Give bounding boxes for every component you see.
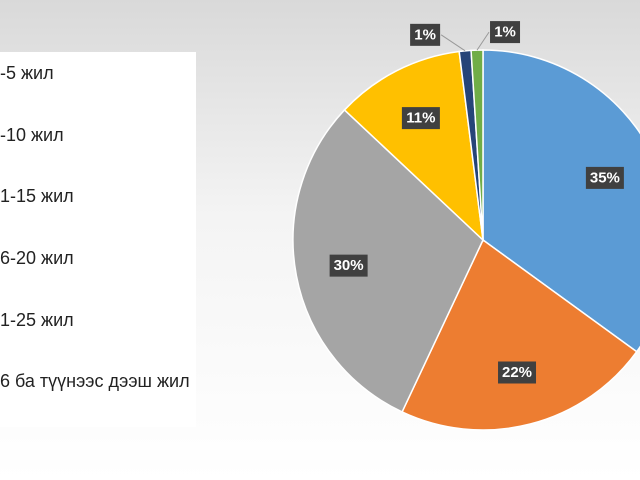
data-label: 1% [414, 26, 436, 43]
data-label: 35% [590, 169, 620, 186]
legend-entry: -5 жил [0, 63, 54, 83]
legend-entry: 1-15 жил [0, 186, 74, 206]
leader-line [440, 34, 466, 52]
label-box [401, 107, 440, 130]
label-box [410, 23, 441, 46]
legend-entry: 6-20 жил [0, 248, 74, 268]
label-box [329, 254, 368, 277]
legend: -5 жил -10 жил 1-15 жил 6-20 жил 1-25 жил 6 б… [0, 52, 196, 427]
label-box [498, 361, 537, 384]
label-box [490, 21, 521, 44]
data-label: 11% [406, 110, 435, 127]
leader-line [476, 31, 490, 51]
data-label: 22% [502, 364, 532, 381]
data-label: 1% [494, 24, 516, 41]
pie-slice [292, 108, 484, 413]
legend-entry: 6 ба түүнээс дээш жил [0, 371, 190, 391]
data-label: 30% [334, 257, 364, 274]
legend-entry: -10 жил [0, 125, 64, 145]
legend-entry: 1-25 жил [0, 310, 74, 330]
pie-slice [482, 49, 640, 353]
pie-slice [343, 50, 485, 242]
label-box [585, 166, 624, 189]
